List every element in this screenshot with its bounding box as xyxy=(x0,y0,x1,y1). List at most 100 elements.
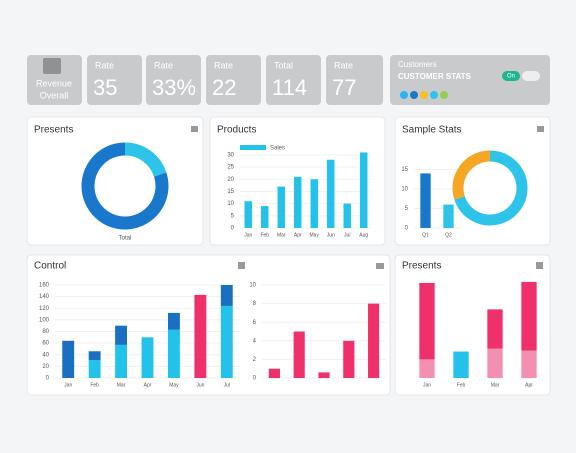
kpi-card xyxy=(146,55,201,105)
x-tick-label: Apr xyxy=(294,232,302,238)
y-tick-label: 10 xyxy=(227,201,234,207)
bar xyxy=(419,359,435,378)
donut-segment xyxy=(81,142,169,230)
kpi-value: 77 xyxy=(332,75,356,100)
bar xyxy=(220,285,233,306)
y-tick-label: 8 xyxy=(253,301,257,307)
kpi-card xyxy=(87,55,142,105)
customers-subtitle: CUSTOMER STATS xyxy=(398,72,472,81)
kpi-card xyxy=(206,55,261,105)
panel xyxy=(26,254,391,396)
icon xyxy=(43,58,61,74)
y-tick-label: 30 xyxy=(227,152,234,158)
bar xyxy=(487,309,503,349)
kpi-label: Revenue xyxy=(36,78,72,88)
bar xyxy=(521,350,537,378)
y-tick-label: 10 xyxy=(401,187,408,193)
kpi-value: 35 xyxy=(93,75,117,100)
x-tick-label: Feb xyxy=(90,382,99,388)
kpi-label: Rate xyxy=(214,60,233,70)
icon[interactable] xyxy=(376,263,384,269)
x-tick-label: Jun xyxy=(196,382,204,388)
bar xyxy=(487,348,503,378)
x-tick-label: Q1 xyxy=(422,232,429,238)
kpi-card xyxy=(326,55,383,105)
icon[interactable] xyxy=(191,126,198,132)
bar xyxy=(194,294,207,378)
bar xyxy=(88,359,101,378)
x-tick-label: Feb xyxy=(457,382,466,388)
x-tick-label: Jan xyxy=(244,232,252,238)
bar xyxy=(368,303,380,378)
toggle-label[interactable]: On xyxy=(507,74,515,80)
donut-segment xyxy=(452,150,491,200)
kpi-value: Overall xyxy=(40,90,69,100)
kpi-label: Rate xyxy=(334,60,353,70)
kpi-card xyxy=(27,55,82,105)
bar xyxy=(294,176,302,228)
y-tick-label: 140 xyxy=(39,294,50,300)
bar xyxy=(167,329,180,378)
x-tick-label: Apr xyxy=(144,382,152,388)
y-tick-label: 20 xyxy=(42,364,49,370)
bar xyxy=(360,152,368,228)
dot xyxy=(410,91,418,99)
customers-card xyxy=(390,55,550,105)
y-tick-label: 0 xyxy=(46,376,50,382)
kpi-card xyxy=(266,55,321,105)
x-tick-label: Jan xyxy=(64,382,72,388)
bar xyxy=(343,340,355,378)
y-tick-label: 80 xyxy=(42,329,49,335)
x-tick-label: Jul xyxy=(344,232,350,238)
dot xyxy=(440,91,448,99)
bar xyxy=(220,305,233,378)
x-tick-label: May xyxy=(169,382,179,388)
y-tick-label: 2 xyxy=(253,357,257,363)
icon[interactable] xyxy=(537,126,544,132)
dot xyxy=(430,91,438,99)
bar xyxy=(453,351,469,378)
legend-swatch xyxy=(240,145,266,150)
y-tick-label: 25 xyxy=(227,165,234,171)
y-tick-label: 4 xyxy=(253,338,257,344)
x-tick-label: Feb xyxy=(260,232,269,238)
y-tick-label: 15 xyxy=(227,189,234,195)
y-tick-label: 20 xyxy=(227,177,234,183)
icon[interactable] xyxy=(536,262,543,269)
bar xyxy=(521,281,537,351)
y-tick-label: 5 xyxy=(405,206,409,212)
y-tick-label: 0 xyxy=(405,226,409,232)
x-tick-label: Apr xyxy=(525,382,533,388)
bar xyxy=(327,159,335,228)
y-tick-label: 15 xyxy=(401,167,408,173)
toggle-button[interactable] xyxy=(522,71,540,81)
kpi-value: 22 xyxy=(212,75,236,100)
donut-caption: Total xyxy=(119,236,132,242)
y-tick-label: 60 xyxy=(42,341,49,347)
x-tick-label: Mar xyxy=(277,232,286,238)
x-tick-label: Aug xyxy=(359,232,368,238)
x-tick-label: May xyxy=(310,232,320,238)
dot xyxy=(400,91,408,99)
panel-title: Sample Stats xyxy=(402,125,461,136)
bar xyxy=(261,206,269,228)
panel-title: Presents xyxy=(34,125,73,136)
bar xyxy=(443,204,454,228)
kpi-label: Rate xyxy=(95,60,114,70)
x-tick-label: Mar xyxy=(491,382,500,388)
bar xyxy=(244,201,252,228)
toggle-button[interactable] xyxy=(502,71,520,81)
x-tick-label: Jul xyxy=(224,382,230,388)
kpi-label: Total xyxy=(274,60,293,70)
y-tick-label: 0 xyxy=(253,376,257,382)
legend-label: Sales xyxy=(270,146,285,152)
x-tick-label: Jun xyxy=(327,232,335,238)
x-tick-label: Jan xyxy=(423,382,431,388)
panel-title: Presents xyxy=(402,261,441,272)
bar xyxy=(268,368,280,378)
y-tick-label: 10 xyxy=(249,283,256,289)
icon[interactable] xyxy=(238,262,245,269)
bar xyxy=(318,372,330,378)
